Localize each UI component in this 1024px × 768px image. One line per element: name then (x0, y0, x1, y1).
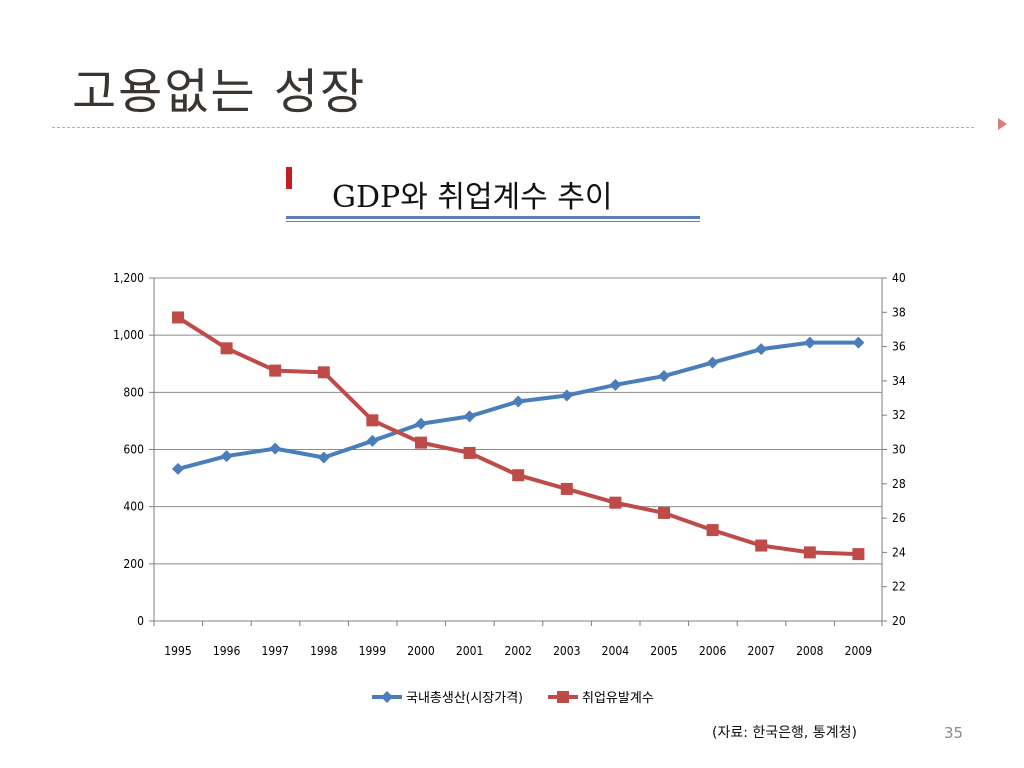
legend-marker (381, 691, 393, 703)
x-tick-label: 2007 (747, 644, 774, 658)
x-tick-label: 2008 (796, 644, 824, 658)
source-note: (자료: 한국은행, 통계청) (712, 725, 857, 741)
y-right-tick-label: 34 (892, 374, 906, 388)
y-right-tick-label: 32 (892, 408, 906, 422)
data-point (463, 410, 476, 423)
y-left-tick-label: 600 (123, 443, 144, 457)
y-left-tick-label: 200 (123, 557, 144, 571)
y-left-tick-label: 0 (137, 614, 144, 628)
x-tick-label: 2001 (456, 644, 483, 658)
data-point (706, 356, 719, 369)
slide-title: 고용없는 성장 (72, 64, 367, 120)
data-point (317, 451, 330, 464)
subtitle-underline (286, 216, 700, 219)
data-point (269, 364, 282, 377)
x-tick-label: 1997 (261, 644, 288, 658)
data-point (269, 442, 282, 455)
data-point (172, 311, 184, 324)
x-tick-label: 1998 (310, 644, 338, 658)
x-tick-label: 2002 (504, 644, 531, 658)
y-left-tick-label: 1,200 (113, 271, 144, 285)
data-point (317, 366, 330, 379)
data-point (658, 370, 670, 383)
data-point (560, 482, 573, 495)
data-point (220, 342, 233, 355)
y-left-tick-label: 400 (123, 500, 144, 514)
y-right-tick-label: 26 (892, 511, 906, 525)
y-right-tick-label: 38 (892, 305, 906, 319)
page-number: 35 (944, 724, 964, 742)
title-divider (52, 127, 974, 128)
x-tick-label: 2003 (553, 644, 580, 658)
subtitle-underline-thin (286, 221, 700, 222)
legend-marker (557, 691, 569, 703)
data-point (220, 450, 233, 463)
x-tick-label: 2006 (699, 644, 727, 658)
data-point (463, 446, 476, 459)
chart-subtitle: GDP와 취업계수 추이 (332, 180, 613, 215)
y-left-tick-label: 800 (123, 385, 144, 399)
legend-label: 국내총생산(시장가격) (406, 691, 523, 706)
data-point (609, 496, 622, 509)
data-point (512, 469, 525, 482)
y-right-tick-label: 28 (892, 477, 906, 491)
y-left-tick-label: 1,000 (113, 328, 144, 342)
series-line (176, 315, 859, 557)
x-tick-label: 2005 (650, 644, 677, 658)
data-point (366, 414, 379, 427)
data-point (415, 417, 427, 430)
x-tick-label: 1995 (164, 644, 191, 658)
subtitle-bullet-icon (286, 167, 292, 189)
data-point (706, 524, 719, 537)
x-tick-label: 1999 (359, 644, 387, 658)
x-tick-label: 2000 (407, 644, 435, 658)
data-point (755, 343, 768, 356)
corner-arrow-icon (998, 118, 1007, 130)
y-right-tick-label: 30 (892, 443, 906, 457)
data-point (852, 336, 865, 349)
data-point (512, 395, 525, 408)
data-point (803, 336, 816, 349)
data-point (852, 548, 865, 561)
data-point (366, 434, 379, 447)
y-right-tick-label: 36 (892, 340, 906, 354)
x-tick-label: 2009 (845, 644, 873, 658)
data-point (609, 378, 622, 391)
data-point (415, 436, 427, 449)
y-right-tick-label: 24 (892, 545, 906, 559)
x-tick-label: 1996 (213, 644, 241, 658)
y-right-tick-label: 40 (892, 271, 906, 285)
y-right-tick-label: 22 (892, 580, 906, 594)
data-point (560, 389, 573, 402)
data-point (172, 462, 184, 475)
data-point (803, 546, 816, 559)
data-point (658, 506, 670, 519)
y-right-tick-label: 20 (892, 614, 906, 628)
legend-label: 취업유발계수 (582, 691, 654, 706)
data-point (755, 539, 768, 552)
x-tick-label: 2004 (602, 644, 630, 658)
